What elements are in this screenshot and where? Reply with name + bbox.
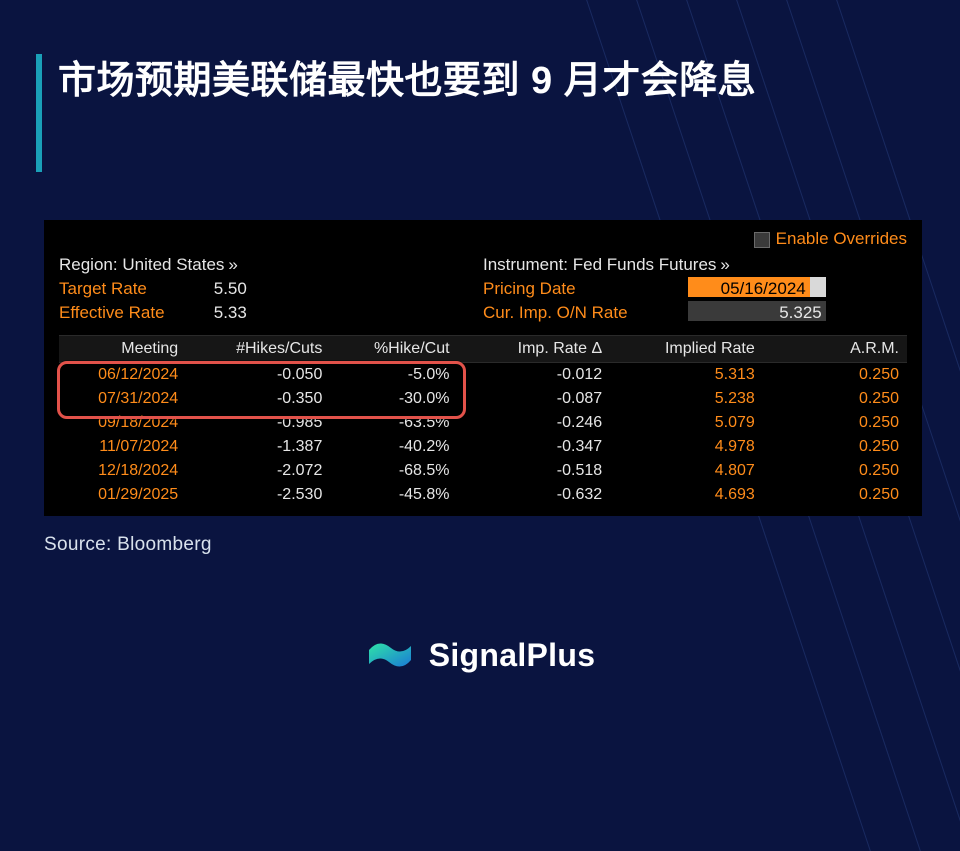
table-cell: 0.250 <box>763 435 907 459</box>
instrument-value[interactable]: Fed Funds Futures <box>573 255 717 274</box>
col-pct-hike-cut[interactable]: %Hike/Cut <box>330 336 457 363</box>
title-block: 市场预期美联储最快也要到 9 月才会降息 <box>36 54 924 109</box>
pricing-date-input[interactable]: 05/16/2024 <box>688 277 810 297</box>
table-cell: 4.693 <box>610 483 763 507</box>
table-row[interactable]: 11/07/2024-1.387-40.2%-0.3474.9780.250 <box>59 435 907 459</box>
pricing-date-label: Pricing Date <box>483 277 683 301</box>
effective-rate-value: 5.33 <box>214 301 247 325</box>
enable-overrides-checkbox[interactable] <box>754 232 770 248</box>
table-cell: 0.250 <box>763 363 907 388</box>
table-cell: 09/18/2024 <box>59 411 186 435</box>
title-accent-bar <box>36 54 42 172</box>
table-cell: 5.079 <box>610 411 763 435</box>
table-cell: -0.087 <box>458 387 611 411</box>
table-cell: -0.632 <box>458 483 611 507</box>
terminal-info-row: Region: United States» Target Rate 5.50 … <box>59 253 907 325</box>
brand-footer: SignalPlus <box>0 636 960 679</box>
col-meeting[interactable]: Meeting <box>59 336 186 363</box>
table-cell: 4.807 <box>610 459 763 483</box>
table-cell: 5.313 <box>610 363 763 388</box>
target-rate-value: 5.50 <box>214 277 247 301</box>
table-cell: -0.246 <box>458 411 611 435</box>
col-arm[interactable]: A.R.M. <box>763 336 907 363</box>
calendar-icon[interactable] <box>810 277 826 297</box>
table-cell: -0.985 <box>186 411 330 435</box>
table-cell: -63.5% <box>330 411 457 435</box>
table-cell: -2.072 <box>186 459 330 483</box>
region-label: Region: <box>59 255 118 274</box>
terminal-info-left: Region: United States» Target Rate 5.50 … <box>59 253 483 325</box>
table-row[interactable]: 07/31/2024-0.350-30.0%-0.0875.2380.250 <box>59 387 907 411</box>
enable-overrides-label[interactable]: Enable Overrides <box>776 229 907 248</box>
table-cell: 4.978 <box>610 435 763 459</box>
table-cell: -0.350 <box>186 387 330 411</box>
enable-overrides-row: Enable Overrides <box>59 229 907 253</box>
table-cell: -0.050 <box>186 363 330 388</box>
terminal-table-wrap: Meeting #Hikes/Cuts %Hike/Cut Imp. Rate … <box>59 335 907 507</box>
bloomberg-terminal-panel: Enable Overrides Region: United States» … <box>44 220 922 516</box>
fed-futures-table: Meeting #Hikes/Cuts %Hike/Cut Imp. Rate … <box>59 335 907 507</box>
table-cell: 12/18/2024 <box>59 459 186 483</box>
table-cell: -30.0% <box>330 387 457 411</box>
table-cell: 07/31/2024 <box>59 387 186 411</box>
page-title: 市场预期美联储最快也要到 9 月才会降息 <box>58 54 924 109</box>
table-cell: 01/29/2025 <box>59 483 186 507</box>
signalplus-logo-text: SignalPlus <box>429 637 596 674</box>
table-cell: 0.250 <box>763 387 907 411</box>
col-implied-rate[interactable]: Implied Rate <box>610 336 763 363</box>
table-cell: -1.387 <box>186 435 330 459</box>
col-imp-rate-d[interactable]: Imp. Rate Δ <box>458 336 611 363</box>
target-rate-label: Target Rate <box>59 277 209 301</box>
table-cell: 06/12/2024 <box>59 363 186 388</box>
chevron-right-icon: » <box>720 255 729 274</box>
table-cell: 0.250 <box>763 459 907 483</box>
table-cell: -0.347 <box>458 435 611 459</box>
table-cell: -40.2% <box>330 435 457 459</box>
cur-imp-rate-value: 5.325 <box>688 301 826 321</box>
table-cell: 5.238 <box>610 387 763 411</box>
table-row[interactable]: 01/29/2025-2.530-45.8%-0.6324.6930.250 <box>59 483 907 507</box>
table-cell: 0.250 <box>763 483 907 507</box>
table-cell: -0.518 <box>458 459 611 483</box>
table-row[interactable]: 12/18/2024-2.072-68.5%-0.5184.8070.250 <box>59 459 907 483</box>
source-attribution: Source: Bloomberg <box>44 534 212 556</box>
col-hikes-cuts[interactable]: #Hikes/Cuts <box>186 336 330 363</box>
table-row[interactable]: 06/12/2024-0.050-5.0%-0.0125.3130.250 <box>59 363 907 388</box>
table-row[interactable]: 09/18/2024-0.985-63.5%-0.2465.0790.250 <box>59 411 907 435</box>
table-cell: -2.530 <box>186 483 330 507</box>
terminal-info-right: Instrument: Fed Funds Futures» Pricing D… <box>483 253 907 325</box>
table-cell: 11/07/2024 <box>59 435 186 459</box>
table-cell: -5.0% <box>330 363 457 388</box>
page-root: { "title": "市场预期美联储最快也要到 9 月才会降息", "titl… <box>0 0 960 851</box>
table-cell: -45.8% <box>330 483 457 507</box>
chevron-right-icon: » <box>228 255 237 274</box>
table-cell: 0.250 <box>763 411 907 435</box>
cur-imp-rate-label: Cur. Imp. O/N Rate <box>483 301 683 325</box>
signalplus-logo-icon <box>365 636 415 674</box>
table-cell: -68.5% <box>330 459 457 483</box>
table-cell: -0.012 <box>458 363 611 388</box>
region-value[interactable]: United States <box>122 255 224 274</box>
instrument-label: Instrument: <box>483 255 568 274</box>
table-header-row: Meeting #Hikes/Cuts %Hike/Cut Imp. Rate … <box>59 336 907 363</box>
effective-rate-label: Effective Rate <box>59 301 209 325</box>
